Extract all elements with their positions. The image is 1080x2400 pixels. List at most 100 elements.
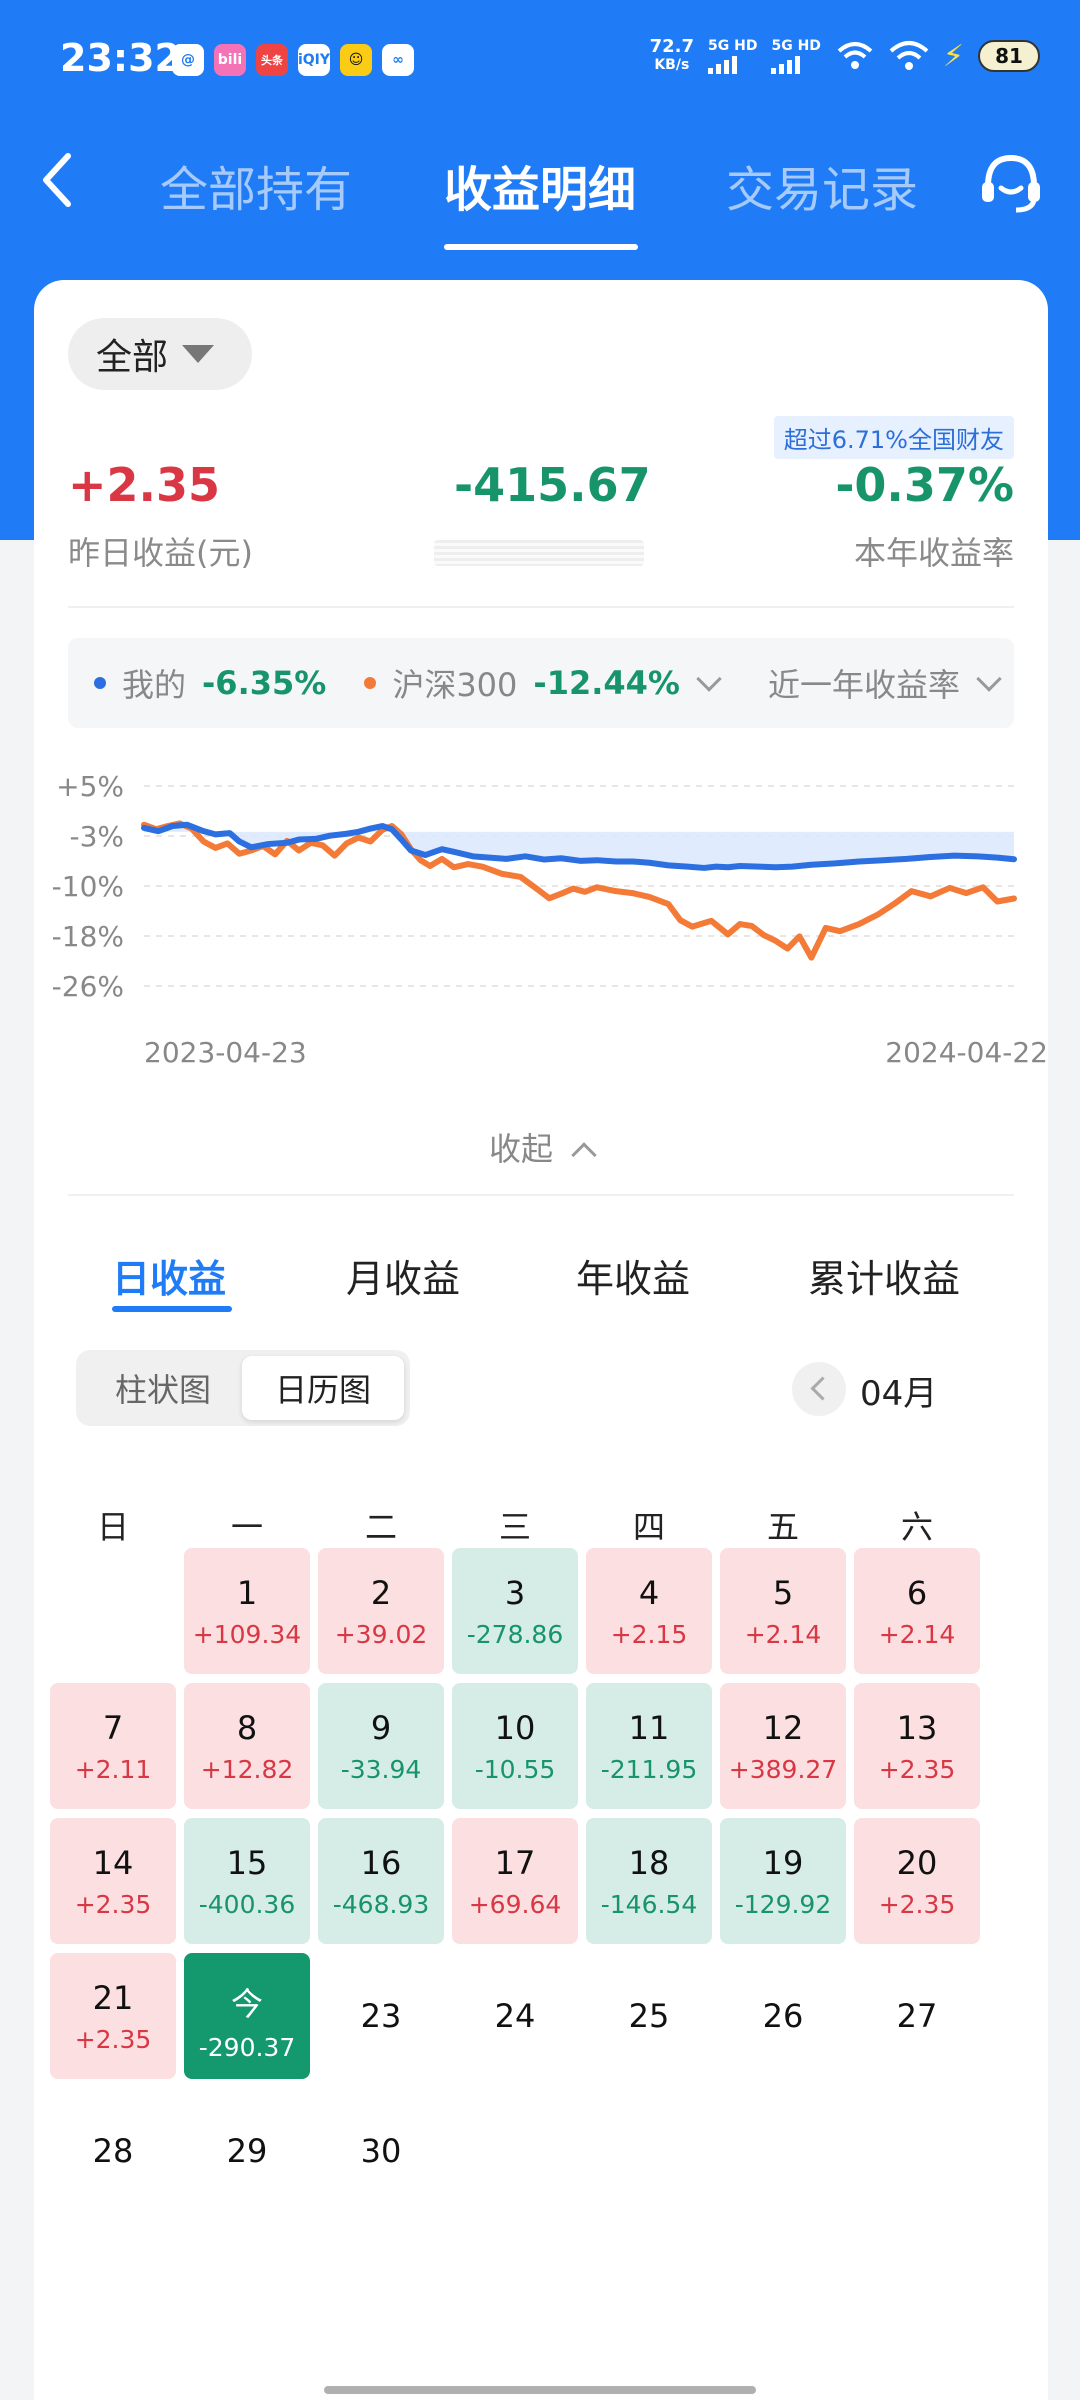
day-number: 19 [762, 1844, 804, 1882]
calendar-day[interactable]: 28 [50, 2088, 176, 2214]
account-filter-dropdown[interactable]: 全部 [68, 318, 252, 390]
tab-daily-earnings[interactable]: 日收益 [112, 1257, 227, 1301]
calendar-day[interactable]: 25 [586, 1953, 712, 2079]
y-tick-label: -26% [52, 970, 124, 1003]
day-earnings: -146.54 [600, 1890, 698, 1919]
index-chevron-down-icon[interactable] [696, 666, 722, 692]
calendar-day[interactable]: 21 +2.35 [50, 1953, 176, 2079]
calendar-day[interactable]: 26 [720, 1953, 846, 2079]
index-legend-dot [364, 677, 377, 689]
calendar-day[interactable]: 2 +39.02 [318, 1548, 444, 1674]
bar-chart-view-option[interactable]: 柱状图 [114, 1371, 211, 1409]
calendar-day[interactable]: 6 +2.14 [854, 1548, 980, 1674]
series-line-mine [141, 821, 1017, 871]
chart-legend-bar: 我的 -6.35% 沪深300 -12.44% 近一年收益率 [68, 638, 1014, 728]
day-earnings: +2.14 [744, 1620, 822, 1649]
divider [68, 606, 1014, 608]
status-bar: 23:32 @ bili 头条 iQIY ☺ ∞ 72.7 KB/s 5G HD… [0, 0, 1080, 120]
calendar-view-option[interactable]: 日历图 [242, 1356, 404, 1420]
series-line-hs300 [141, 820, 1017, 961]
calendar-day[interactable]: 12 +389.27 [720, 1683, 846, 1809]
day-number: 9 [370, 1709, 392, 1747]
day-number: 今 [230, 1985, 263, 2023]
day-number: 6 [906, 1574, 928, 1612]
notification-icons: @ bili 头条 iQIY ☺ ∞ [172, 44, 414, 76]
game-app-icon: ☺ [340, 44, 372, 76]
day-earnings: +12.82 [200, 1755, 294, 1784]
calendar-day[interactable]: 15 -400.36 [184, 1818, 310, 1944]
toutiao-icon: 头条 [256, 44, 288, 76]
day-earnings: -400.36 [198, 1890, 296, 1919]
divider [68, 1194, 1014, 1196]
calendar-day[interactable]: 1 +109.34 [184, 1548, 310, 1674]
calendar-day[interactable]: 8 +12.82 [184, 1683, 310, 1809]
weekday-label: 四 [632, 1508, 665, 1546]
day-earnings: +2.14 [878, 1620, 956, 1649]
day-number: 26 [762, 1997, 804, 2035]
status-indicators: 72.7 KB/s 5G HD 5G HD ⚡ 81 [650, 38, 1040, 74]
previous-month-chevron-icon[interactable] [792, 1362, 846, 1416]
day-earnings: -129.92 [734, 1890, 832, 1919]
sub-tab-indicator [112, 1306, 232, 1312]
calendar-day[interactable]: 29 [184, 2088, 310, 2214]
tab-monthly-earnings[interactable]: 月收益 [346, 1257, 461, 1301]
calendar-day[interactable]: 4 +2.15 [586, 1548, 712, 1674]
home-indicator [324, 2386, 756, 2394]
day-earnings: +2.35 [74, 2025, 152, 2054]
tab-transactions[interactable]: 交易记录 [726, 162, 919, 218]
calendar-day[interactable]: 30 [318, 2088, 444, 2214]
index-legend-label[interactable]: 沪深300 [392, 666, 518, 704]
rank-badge: 超过6.71%全国财友 [773, 416, 1014, 459]
day-number: 13 [896, 1709, 938, 1747]
net-speed: 72.7 KB/s [649, 36, 695, 74]
return-chart-svg: +5% -3% -10% -18% -26% 2023-04-23 2024-04-22 [52, 770, 1048, 1069]
x-end-label: 2024-04-22 [885, 1036, 1048, 1069]
period-selector[interactable]: 近一年收益率 [767, 666, 960, 704]
calendar-day[interactable]: 19 -129.92 [720, 1818, 846, 1944]
filter-label: 全部 [96, 337, 169, 378]
day-number: 21 [92, 1979, 134, 2017]
calendar-day[interactable]: 10 -10.55 [452, 1683, 578, 1809]
period-chevron-down-icon[interactable] [976, 666, 1002, 692]
collapse-toggle[interactable]: 收起 [34, 1124, 1048, 1170]
day-number: 25 [628, 1997, 670, 2035]
calendar-day[interactable]: 20 +2.35 [854, 1818, 980, 1944]
tab-earnings-detail[interactable]: 收益明细 [444, 162, 637, 218]
calendar-day[interactable]: 13 +2.35 [854, 1683, 980, 1809]
bilibili-icon: bili [214, 44, 246, 76]
day-earnings: +109.34 [192, 1620, 302, 1649]
weekday-label: 六 [900, 1508, 933, 1546]
day-earnings: -468.93 [332, 1890, 430, 1919]
calendar-day[interactable]: 23 [318, 1953, 444, 2079]
calendar-day[interactable]: 24 [452, 1953, 578, 2079]
calendar-day[interactable]: 11 -211.95 [586, 1683, 712, 1809]
calendar-day[interactable]: 5 +2.14 [720, 1548, 846, 1674]
tab-cumulative-earnings[interactable]: 累计收益 [808, 1257, 961, 1301]
calendar-day[interactable]: 9 -33.94 [318, 1683, 444, 1809]
calendar-day[interactable]: 17 +69.64 [452, 1818, 578, 1944]
iqiyi-icon: iQIY [298, 44, 330, 76]
day-number: 23 [360, 1997, 402, 2035]
calendar-day[interactable]: 18 -146.54 [586, 1818, 712, 1944]
calendar-day[interactable]: 27 [854, 1953, 980, 2079]
x-start-label: 2023-04-23 [144, 1036, 307, 1069]
calendar-day-today[interactable]: 今 -290.37 [184, 1953, 310, 2079]
calendar-day[interactable]: 7 +2.11 [50, 1683, 176, 1809]
day-number: 4 [638, 1574, 660, 1612]
y-tick-label: -3% [69, 820, 124, 853]
weekday-label: 一 [230, 1508, 263, 1546]
day-number: 7 [102, 1709, 124, 1747]
calendar-day[interactable]: 14 +2.35 [50, 1818, 176, 1944]
tab-yearly-earnings[interactable]: 年收益 [576, 1257, 691, 1301]
tab-all-holdings[interactable]: 全部持有 [160, 162, 353, 218]
day-number: 16 [360, 1844, 402, 1882]
day-earnings: -290.37 [198, 2033, 296, 2062]
day-number: 15 [226, 1844, 268, 1882]
customer-service-icon[interactable] [976, 148, 1046, 218]
y-tick-label: +5% [56, 770, 124, 803]
back-arrow-icon[interactable] [36, 150, 80, 210]
calendar-day[interactable]: 16 -468.93 [318, 1818, 444, 1944]
sim1-signal-icon: 5G HD [708, 39, 757, 74]
day-number: 20 [896, 1844, 938, 1882]
calendar-day[interactable]: 3 -278.86 [452, 1548, 578, 1674]
